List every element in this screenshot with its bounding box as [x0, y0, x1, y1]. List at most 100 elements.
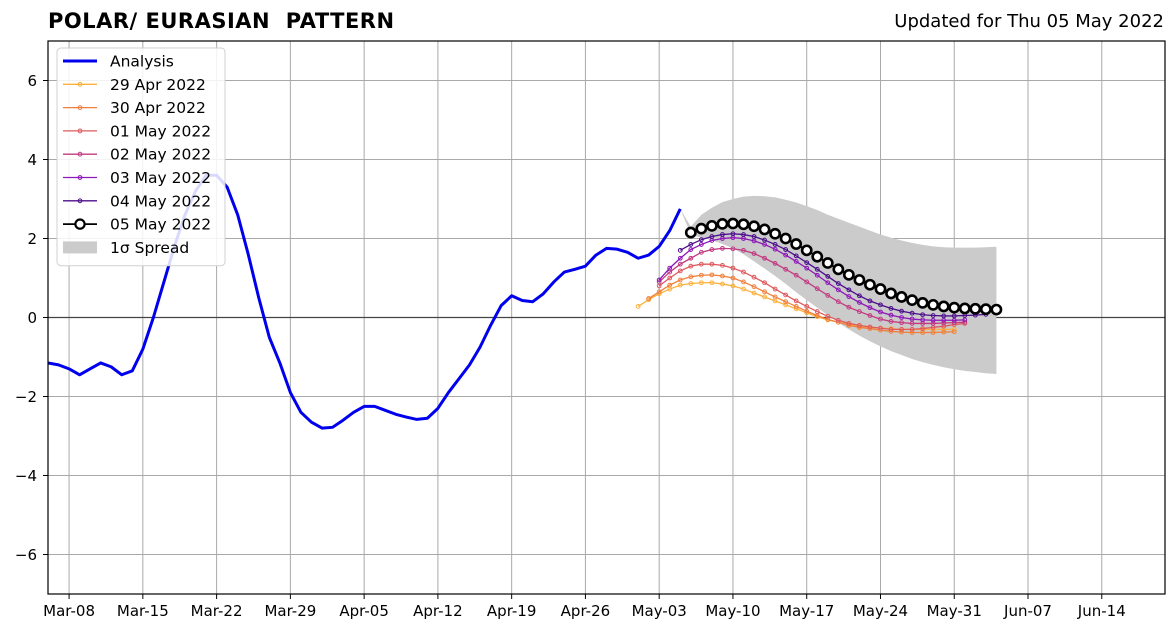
x-tick-label: Mar-22 [191, 602, 243, 620]
forecast-point [930, 321, 936, 326]
forecast-point [709, 280, 715, 286]
forecast-point [835, 287, 841, 293]
forecast-point [688, 281, 694, 286]
forecast-point [758, 223, 771, 236]
forecast-point [920, 317, 926, 323]
x-tick-label: Apr-19 [487, 602, 537, 620]
axes: Mar-08 Mar-15 Mar-22 Mar-29 Apr-05 Apr-12 Apr-… [15, 72, 1126, 620]
forecast-series-04-may-2022 [677, 231, 989, 319]
forecast-point [853, 274, 866, 286]
forecast-point [899, 320, 904, 326]
forecast-point [741, 286, 746, 292]
legend-item: 02 May 2022 [63, 146, 211, 164]
legend-item: 03 May 2022 [63, 169, 211, 187]
forecast-point [730, 265, 736, 271]
forecast-point [698, 242, 704, 247]
forecast-point [667, 282, 673, 288]
forecast-point [667, 265, 673, 271]
forecast-point [941, 323, 947, 329]
legend-marker [74, 218, 86, 230]
forecast-point [698, 261, 704, 267]
forecast-point [741, 247, 746, 253]
forecast-point [825, 317, 831, 322]
forecast-point [772, 260, 778, 266]
forecast-point [825, 292, 831, 298]
forecast-point [825, 280, 831, 286]
y-tick-label: −6 [15, 546, 37, 564]
forecast-point [730, 246, 736, 252]
forecast-point [720, 273, 725, 279]
forecast-point [730, 231, 736, 237]
forecast-point [762, 237, 767, 243]
legend-item: 04 May 2022 [63, 192, 211, 210]
forecast-point [688, 247, 694, 252]
forecast-series-05-may-2022 [684, 217, 1003, 316]
x-tick-label: Mar-08 [43, 602, 95, 620]
forecast-point [698, 249, 704, 255]
forecast-point [688, 274, 694, 280]
forecast-point [688, 255, 694, 261]
forecast-point [677, 261, 683, 267]
x-tick-label: Jun-07 [1003, 602, 1052, 620]
forecast-point [762, 242, 767, 247]
forecast-point [927, 298, 940, 311]
forecast-point [835, 299, 841, 305]
forecast-point [909, 330, 915, 335]
forecast-point [846, 294, 852, 299]
x-tick-label: Mar-29 [264, 602, 316, 620]
forecast-point [930, 317, 936, 323]
forecast-point [857, 300, 862, 305]
forecast-point [916, 296, 929, 309]
forecast-point [821, 257, 834, 269]
forecast-point [800, 244, 813, 257]
forecast-point [709, 247, 715, 252]
legend-label: 30 Apr 2022 [110, 99, 206, 117]
forecast-point [720, 245, 725, 251]
forecast-point [814, 272, 820, 278]
forecast-point [793, 304, 799, 309]
forecast-point [951, 317, 957, 323]
forecast-point [842, 268, 855, 281]
forecast-point [846, 304, 852, 310]
forecast-series-02-may-2022 [656, 245, 968, 326]
legend-label: 02 May 2022 [110, 146, 211, 164]
forecast-point [720, 262, 725, 268]
y-tick-label: 6 [27, 72, 37, 90]
forecast-point [793, 272, 799, 278]
forecast-point [748, 220, 760, 233]
forecast-point [825, 313, 831, 319]
forecast-point [979, 303, 992, 316]
forecast-point [857, 293, 862, 299]
forecast-point [951, 326, 957, 332]
y-tick-label: 0 [27, 309, 37, 327]
forecast-point [698, 272, 704, 278]
chart-title: POLAR/ EURASIAN PATTERN [48, 9, 395, 33]
forecast-point [899, 308, 904, 314]
forecast-point [779, 232, 792, 245]
forecast-point [741, 279, 746, 285]
forecast-point [751, 284, 757, 290]
legend-item: Analysis [63, 53, 174, 71]
legend-marker [77, 175, 83, 180]
legend-marker [77, 198, 83, 204]
legend-item: 05 May 2022 [63, 216, 211, 234]
legend-label: 1σ Spread [110, 239, 189, 257]
forecast-point [814, 266, 820, 272]
forecast-point [772, 246, 778, 252]
forecast-point [762, 294, 767, 300]
forecast-point [909, 326, 915, 332]
forecast-point [878, 302, 883, 308]
forecast-point [909, 310, 915, 316]
forecast-point [737, 218, 750, 231]
forecast-point [888, 319, 894, 324]
x-tick-label: May-24 [853, 602, 908, 620]
forecast-point [705, 219, 718, 232]
legend-marker [77, 105, 83, 110]
forecast-point [720, 232, 725, 237]
forecast-series-30-apr-2022 [646, 272, 957, 335]
forecast-point [751, 290, 757, 296]
forecast-point [783, 252, 789, 258]
forecast-point [790, 238, 803, 250]
forecast-point [814, 309, 820, 314]
x-tick-label: Jun-14 [1077, 602, 1126, 620]
